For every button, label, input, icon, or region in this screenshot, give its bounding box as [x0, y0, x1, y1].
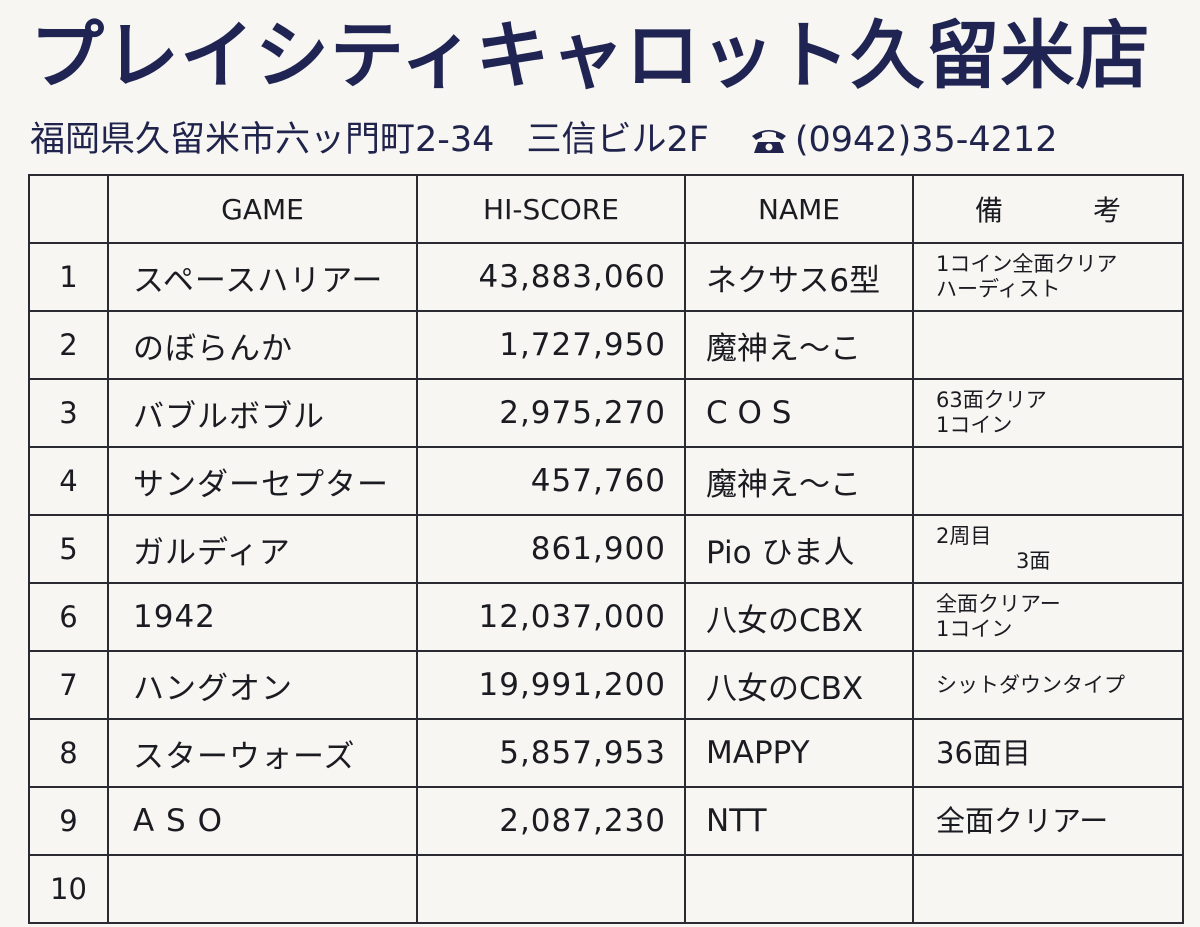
store-title: プレイシティキャロット久留米店	[30, 13, 1151, 99]
table-row: 7 ハングオン 19,991,200 八女のCBX シットダウンタイプ	[28, 650, 1184, 720]
rank-cell: 8	[28, 718, 109, 788]
telephone-icon	[751, 130, 786, 153]
rank-cell: 5	[28, 514, 109, 584]
notes-cell: 63面クリア 1コイン	[912, 378, 1184, 448]
notes-cell	[912, 446, 1184, 516]
player-name-cell: 八女のCBX	[684, 650, 914, 720]
hiscore-cell: 5,857,953	[416, 718, 686, 788]
game-cell: 1942	[107, 582, 418, 652]
notes-line: 3面	[1016, 549, 1051, 573]
notes-line: 2周目	[936, 524, 992, 548]
notes-cell	[912, 854, 1184, 924]
hiscore-cell: 457,760	[416, 446, 686, 516]
player-name-cell: 魔神え～こ	[684, 310, 914, 380]
notes-cell: 1コイン全面クリア ハーディスト	[912, 242, 1184, 312]
header-name: NAME	[684, 174, 914, 244]
game-cell: A S O	[107, 786, 418, 856]
rank-cell: 9	[28, 786, 109, 856]
player-name-cell: 魔神え～こ	[684, 446, 914, 516]
hiscore-cell: 43,883,060	[416, 242, 686, 312]
notes-cell: 2周目 3面	[912, 514, 1184, 584]
header-notes-char-1: 備	[974, 194, 1003, 227]
store-address-line: 福岡県久留米市六ッ門町2-34 三信ビル2F (0942)35-4212	[30, 114, 1057, 166]
hiscore-cell: 2,975,270	[416, 378, 686, 448]
header-notes: 備考	[912, 174, 1184, 244]
game-cell: サンダーセプター	[107, 446, 418, 516]
notes-line: 全面クリアー	[936, 803, 1109, 838]
hiscore-table: GAME HI-SCORE NAME 備考 1 スペースハリアー 43,883,06…	[28, 174, 1184, 924]
player-name-cell: Pio ひま人	[684, 514, 914, 584]
rank-cell: 6	[28, 582, 109, 652]
notes-line: ハーディスト	[936, 277, 1061, 301]
table-row: 4 サンダーセプター 457,760 魔神え～こ	[28, 446, 1184, 516]
header-hiscore: HI-SCORE	[416, 174, 686, 244]
game-cell: スターウォーズ	[107, 718, 418, 788]
table-row: 6 1942 12,037,000 八女のCBX 全面クリアー 1コイン	[28, 582, 1184, 652]
game-cell: ハングオン	[107, 650, 418, 720]
hiscore-cell: 2,087,230	[416, 786, 686, 856]
header-game: GAME	[107, 174, 418, 244]
header-rank	[28, 174, 109, 244]
table-row: 3 バブルボブル 2,975,270 C O S 63面クリア 1コイン	[28, 378, 1184, 448]
player-name-cell: MAPPY	[684, 718, 914, 788]
notes-line: 1コイン全面クリア	[936, 252, 1118, 276]
notes-line: 36面目	[936, 735, 1031, 770]
rank-cell: 1	[28, 242, 109, 312]
notes-line: 63面クリア	[936, 388, 1047, 412]
game-cell	[107, 854, 418, 924]
player-name-cell	[684, 854, 914, 924]
table-row: 2 のぼらんか 1,727,950 魔神え～こ	[28, 310, 1184, 380]
hiscore-cell: 1,727,950	[416, 310, 686, 380]
table-row: 8 スターウォーズ 5,857,953 MAPPY 36面目	[28, 718, 1184, 788]
player-name-cell: C O S	[684, 378, 914, 448]
phone-number: (0942)35-4212	[749, 114, 1058, 166]
rank-cell: 10	[28, 854, 109, 924]
game-cell: ガルディア	[107, 514, 418, 584]
phone-text: (0942)35-4212	[794, 120, 1058, 160]
game-cell: スペースハリアー	[107, 242, 418, 312]
rank-cell: 4	[28, 446, 109, 516]
rank-cell: 3	[28, 378, 109, 448]
game-cell: のぼらんか	[107, 310, 418, 380]
player-name-cell: NTT	[684, 786, 914, 856]
rank-cell: 2	[28, 310, 109, 380]
hiscore-cell	[416, 854, 686, 924]
table-row: 1 スペースハリアー 43,883,060 ネクサス6型 1コイン全面クリア ハーディスト	[28, 242, 1184, 312]
header-notes-char-2: 考	[1093, 194, 1122, 227]
notes-cell: シットダウンタイプ	[912, 650, 1184, 720]
notes-line: 1コイン	[936, 617, 1013, 641]
notes-cell: 36面目	[912, 718, 1184, 788]
hiscore-cell: 12,037,000	[416, 582, 686, 652]
table-header-row: GAME HI-SCORE NAME 備考	[28, 174, 1184, 244]
table-row: 10	[28, 854, 1184, 924]
address-text: 福岡県久留米市六ッ門町2-34	[30, 120, 495, 160]
building-text: 三信ビル2F	[526, 120, 709, 160]
notes-line: 全面クリアー	[936, 592, 1061, 616]
notes-line: シットダウンタイプ	[936, 672, 1125, 697]
game-cell: バブルボブル	[107, 378, 418, 448]
notes-line: 1コイン	[936, 413, 1013, 437]
player-name-cell: 八女のCBX	[684, 582, 914, 652]
rank-cell: 7	[28, 650, 109, 720]
notes-cell: 全面クリアー 1コイン	[912, 582, 1184, 652]
table-row: 5 ガルディア 861,900 Pio ひま人 2周目 3面	[28, 514, 1184, 584]
hiscore-cell: 19,991,200	[416, 650, 686, 720]
notes-cell: 全面クリアー	[912, 786, 1184, 856]
hiscore-cell: 861,900	[416, 514, 686, 584]
player-name-cell: ネクサス6型	[684, 242, 914, 312]
notes-cell	[912, 310, 1184, 380]
